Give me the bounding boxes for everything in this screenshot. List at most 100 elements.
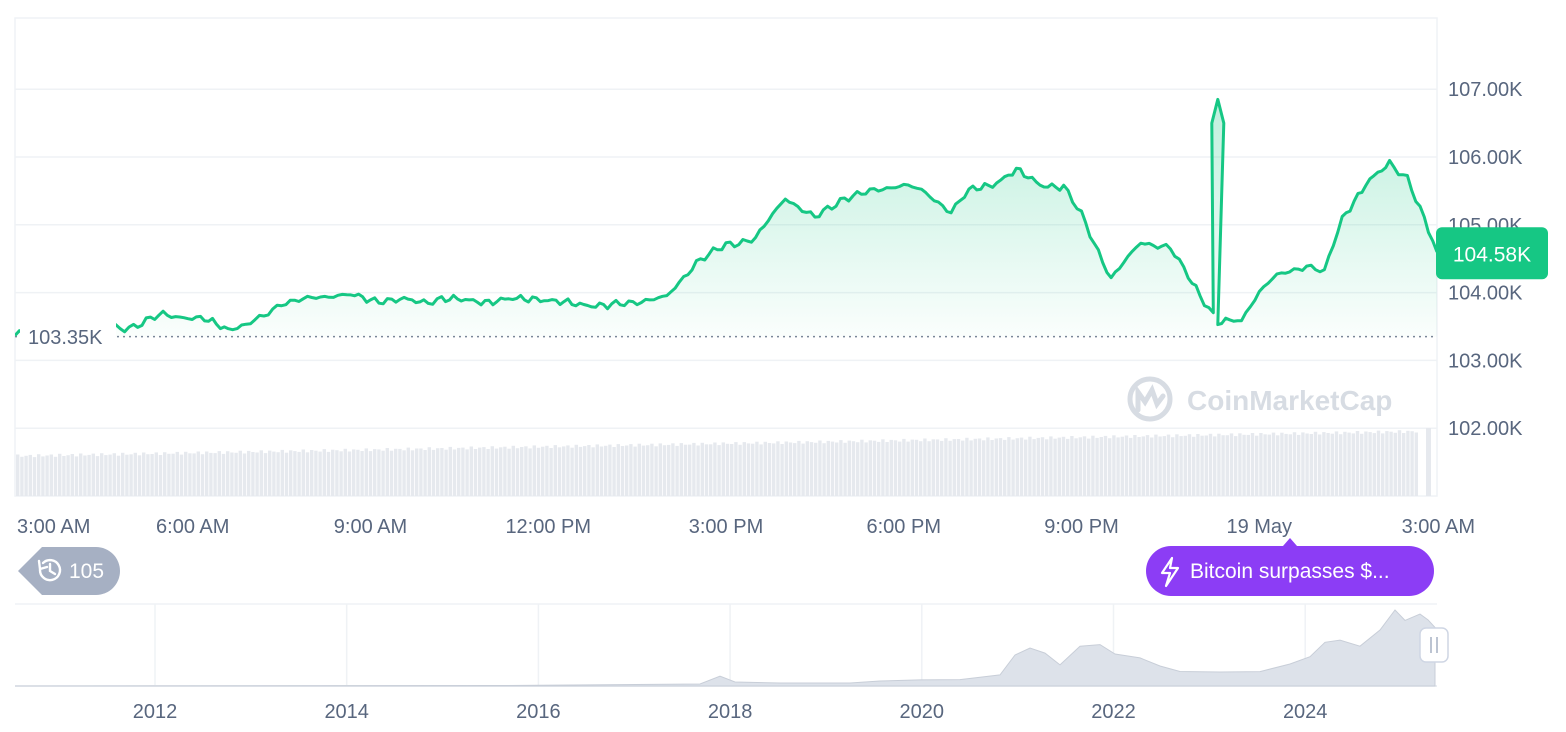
volume-bar: [973, 438, 977, 496]
x-tick-label: 9:00 AM: [334, 516, 407, 538]
volume-bar: [566, 445, 570, 496]
volume-bar: [91, 453, 95, 496]
y-tick-label: 104.00K: [1448, 283, 1523, 305]
volume-bar: [856, 442, 860, 496]
volume-bar: [1196, 434, 1200, 496]
volume-bar: [431, 449, 436, 496]
volume-bar: [793, 443, 797, 496]
history-badge[interactable]: 105: [18, 547, 120, 595]
volume-bar: [1389, 431, 1393, 496]
volume-bar: [478, 447, 482, 496]
volume-bar: [16, 454, 20, 496]
volume-bar: [205, 451, 209, 496]
volume-bar: [788, 442, 793, 496]
volume-bar: [1175, 434, 1179, 496]
volume-bar: [1145, 435, 1150, 496]
volume-bar: [301, 449, 305, 496]
volume-bar: [641, 445, 646, 496]
volume-bar: [163, 452, 167, 496]
volume-bar: [116, 455, 121, 496]
volume-bar: [154, 452, 158, 496]
volume-bar: [1192, 436, 1196, 496]
volume-bar: [100, 453, 104, 496]
volume-bar: [1091, 435, 1095, 496]
volume-bar: [192, 453, 196, 496]
volume-bar: [142, 452, 146, 496]
volume-bar: [461, 447, 465, 496]
start-price-marker: 103.35K: [20, 322, 116, 352]
volume-bar: [1112, 435, 1116, 496]
volume-bar: [885, 442, 889, 496]
x-tick-label: 3:00 AM: [1402, 516, 1475, 538]
volume-bar: [381, 450, 385, 496]
volume-bar: [444, 449, 448, 496]
volume-bar: [1322, 432, 1326, 496]
volume-bar: [322, 449, 326, 496]
volume-bar: [772, 443, 776, 496]
volume-bar: [562, 446, 566, 496]
volume-bar: [368, 451, 373, 496]
volume-bar: [780, 444, 784, 496]
volume-bar: [1242, 434, 1246, 496]
price-line[interactable]: [15, 97, 1437, 338]
volume-bar: [742, 442, 746, 496]
volume-bar: [881, 439, 885, 496]
volume-bar: [1288, 434, 1292, 496]
volume-bar: [1393, 432, 1397, 496]
volume-bar: [1074, 438, 1078, 496]
event-pill[interactable]: Bitcoin surpasses $...: [1146, 546, 1434, 596]
volume-bar: [759, 444, 763, 496]
volume-bar: [167, 453, 171, 496]
history-icon: [37, 558, 62, 582]
volume-bar: [1339, 434, 1343, 496]
volume-bar: [158, 455, 163, 496]
volume-bar: [1057, 437, 1061, 496]
volume-bar: [1120, 436, 1124, 496]
volume-bar: [1028, 436, 1032, 496]
volume-bar: [406, 447, 410, 496]
volume-bar: [1259, 433, 1263, 496]
navigator-handle[interactable]: [1419, 627, 1449, 663]
volume-bar: [70, 454, 74, 496]
volume-bar: [108, 454, 112, 496]
volume-bar: [721, 442, 725, 496]
overview-x-axis: 2012 2014 2016 2018 2020 2022 2024: [133, 701, 1328, 723]
volume-bar: [1036, 437, 1040, 496]
x-axis: 3:00 AM 6:00 AM 9:00 AM 12:00 PM 3:00 PM 6:00…: [17, 516, 1475, 538]
volume-bar: [738, 444, 742, 496]
volume-bar: [746, 443, 751, 496]
volume-bar: [373, 449, 377, 496]
volume-bar: [1276, 435, 1280, 496]
volume-bar: [104, 455, 108, 496]
volume-bar: [734, 442, 738, 496]
volume-bar: [520, 447, 524, 496]
volume-bar: [230, 452, 234, 496]
overview-area: [14, 609, 1436, 687]
volume-bar: [1137, 437, 1141, 496]
volume-bar: [536, 447, 541, 496]
volume-bar: [213, 453, 217, 496]
volume-bar: [452, 449, 457, 496]
volume-bar: [633, 446, 637, 496]
volume-bar: [675, 445, 679, 496]
volume-bar: [448, 446, 452, 496]
volume-bar: [1414, 432, 1418, 496]
volume-bar: [528, 448, 532, 496]
volume-bar: [914, 439, 919, 496]
volume-bar: [1318, 434, 1322, 496]
volume-bar: [259, 450, 263, 496]
volume-bar: [427, 447, 431, 496]
volume-bar: [171, 453, 175, 496]
history-navigator[interactable]: [14, 603, 1449, 687]
volume-bar: [599, 446, 604, 496]
volume-bar: [377, 449, 381, 496]
volume-bar: [797, 440, 801, 496]
volume-bar: [650, 443, 654, 496]
volume-bar: [511, 445, 515, 496]
volume-bar: [53, 456, 58, 496]
volume-bar: [1204, 435, 1208, 496]
volume-bar: [24, 455, 28, 496]
overview-tick-label: 2022: [1091, 701, 1136, 723]
volume-bar: [1007, 437, 1011, 496]
